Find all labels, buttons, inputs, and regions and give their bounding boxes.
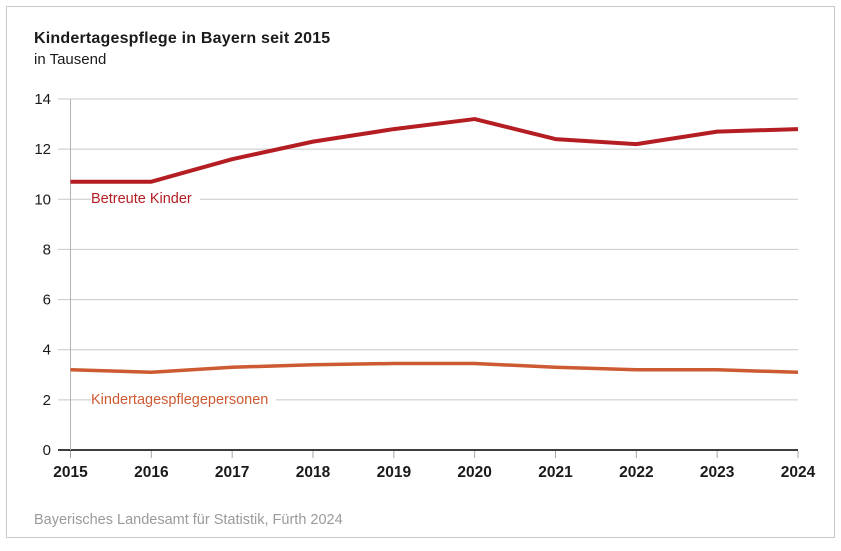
chart-title: Kindertagespflege in Bayern seit 2015	[34, 30, 331, 47]
y-tick-label: 6	[43, 292, 51, 309]
x-tick-label: 2015	[53, 464, 88, 481]
x-tick-label: 2023	[700, 464, 735, 481]
x-tick-label: 2021	[538, 464, 573, 481]
series-line-1	[70, 361, 799, 375]
line-chart-canvas: 0 2 4 6 8 10 12 14 2015 2016 2017 2018 2019 2020 2021 2…	[34, 91, 816, 481]
y-tick-label: 8	[43, 241, 51, 258]
y-tick-label: 0	[43, 442, 51, 459]
source-attribution: Bayerisches Landesamt für Statistik, Für…	[34, 512, 343, 528]
y-tick-label: 12	[34, 141, 51, 158]
series-line-0	[70, 117, 799, 184]
chart-unit-label: in Tausend	[34, 51, 107, 68]
x-tick-label: 2022	[619, 464, 653, 481]
y-tick-label: 14	[34, 91, 51, 108]
series-label-kindertagespflegepersonen: Kindertagespflegepersonen	[91, 391, 277, 410]
chart-frame: Kindertagespflege in Bayern seit 2015 in…	[6, 6, 835, 538]
series-label-betreute-kinder: Betreute Kinder	[91, 190, 200, 209]
x-tick-label: 2020	[457, 464, 491, 481]
x-tick-label: 2024	[781, 464, 816, 481]
x-tick-label: 2017	[215, 464, 249, 481]
y-tick-label: 2	[43, 392, 51, 409]
x-tick-label: 2018	[296, 464, 331, 481]
y-tick-label: 10	[34, 191, 51, 208]
x-tick-label: 2019	[377, 464, 412, 481]
x-tick-label: 2016	[134, 464, 169, 481]
y-tick-label: 4	[43, 342, 51, 359]
